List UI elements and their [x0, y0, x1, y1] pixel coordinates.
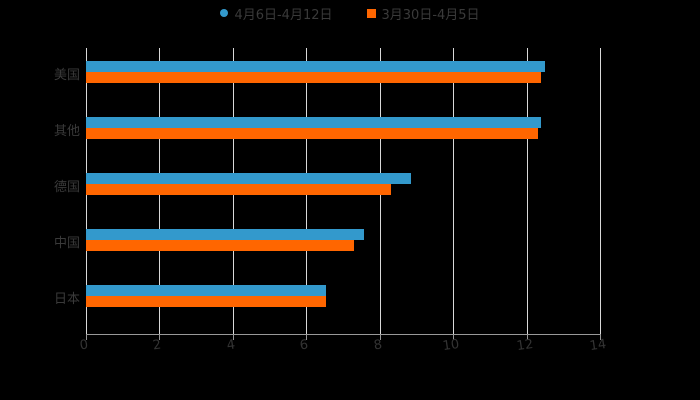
x-tick [600, 334, 601, 340]
bar-series-2[interactable] [86, 72, 542, 83]
bar-series-1[interactable] [86, 173, 411, 184]
x-tick [453, 334, 455, 340]
bar-series-2[interactable] [86, 128, 538, 139]
chart-legend: 4月6日-4月12日 3月30日-4月5日 [0, 4, 700, 23]
y-category-label: 美国 [53, 68, 80, 83]
x-tick-label: 12 [515, 336, 534, 355]
series-1-swatch-icon [220, 9, 229, 17]
x-tick-label: 8 [372, 337, 383, 354]
x-tick-label: 10 [441, 336, 461, 355]
y-category-label: 中国 [53, 236, 80, 251]
bar-series-2[interactable] [86, 240, 354, 251]
y-category-label: 其他 [53, 124, 80, 139]
bar-series-1[interactable] [86, 285, 327, 296]
legend-label-series-1: 4月6日-4月12日 [234, 7, 333, 23]
legend-item-series-2[interactable]: 3月30日-4月5日 [366, 4, 480, 23]
gridline [526, 48, 528, 334]
x-tick [86, 334, 87, 340]
x-tick-label: 14 [588, 336, 608, 355]
x-tick-label: 4 [225, 337, 236, 354]
bar-series-1[interactable] [86, 117, 542, 128]
gridline [600, 48, 601, 334]
bar-series-1[interactable] [86, 229, 364, 240]
y-category-label: 日本 [53, 292, 80, 307]
x-axis [86, 334, 600, 335]
x-tick [379, 334, 381, 340]
bar-series-1[interactable] [86, 61, 545, 72]
x-tick-label: 6 [299, 337, 310, 354]
x-tick [159, 334, 161, 340]
gridline [453, 48, 455, 334]
legend-item-series-1[interactable]: 4月6日-4月12日 [220, 4, 333, 23]
legend-label-series-2: 3月30日-4月5日 [381, 7, 480, 23]
x-tick [306, 334, 308, 340]
x-tick-label: 0 [78, 337, 90, 354]
bar-series-2[interactable] [86, 296, 327, 307]
y-category-label: 德国 [53, 180, 80, 195]
x-tick [232, 334, 234, 340]
bar-series-2[interactable] [86, 184, 392, 195]
series-2-swatch-icon [366, 8, 376, 18]
x-tick-label: 2 [152, 337, 163, 354]
x-tick [526, 334, 528, 340]
